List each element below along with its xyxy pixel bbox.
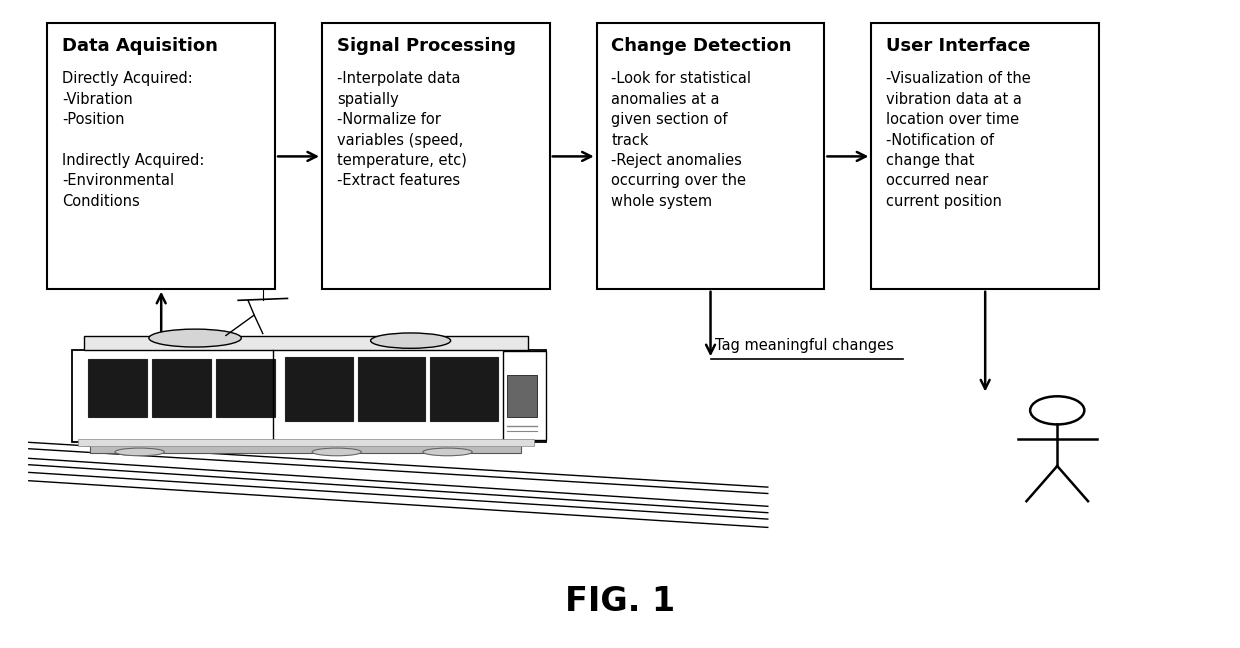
Text: User Interface: User Interface	[887, 38, 1030, 56]
Ellipse shape	[423, 448, 472, 456]
FancyBboxPatch shape	[72, 349, 546, 443]
FancyBboxPatch shape	[596, 23, 825, 289]
Circle shape	[1030, 397, 1084, 424]
Ellipse shape	[115, 448, 164, 456]
FancyBboxPatch shape	[322, 23, 549, 289]
FancyBboxPatch shape	[503, 351, 546, 441]
Ellipse shape	[312, 448, 361, 456]
Text: FIG. 1: FIG. 1	[565, 585, 675, 618]
FancyBboxPatch shape	[88, 359, 148, 417]
Ellipse shape	[371, 333, 450, 349]
Text: -Look for statistical
anomalies at a
given section of
track
-Reject anomalies
oc: -Look for statistical anomalies at a giv…	[611, 71, 751, 209]
FancyBboxPatch shape	[216, 359, 275, 417]
FancyBboxPatch shape	[84, 336, 528, 349]
FancyBboxPatch shape	[285, 357, 352, 421]
FancyBboxPatch shape	[78, 439, 533, 446]
Text: Signal Processing: Signal Processing	[337, 38, 516, 56]
FancyBboxPatch shape	[872, 23, 1099, 289]
Text: Data Aquisition: Data Aquisition	[62, 38, 218, 56]
Ellipse shape	[149, 329, 242, 347]
FancyBboxPatch shape	[507, 375, 537, 417]
Text: Tag meaningful changes: Tag meaningful changes	[715, 338, 894, 353]
FancyBboxPatch shape	[153, 359, 211, 417]
Text: -Visualization of the
vibration data at a
location over time
-Notification of
ch: -Visualization of the vibration data at …	[887, 71, 1030, 209]
FancyBboxPatch shape	[430, 357, 498, 421]
FancyBboxPatch shape	[47, 23, 275, 289]
FancyBboxPatch shape	[91, 441, 522, 453]
Text: Change Detection: Change Detection	[611, 38, 792, 56]
Text: -Interpolate data
spatially
-Normalize for
variables (speed,
temperature, etc)
-: -Interpolate data spatially -Normalize f…	[337, 71, 466, 189]
FancyBboxPatch shape	[357, 357, 425, 421]
Text: Directly Acquired:
-Vibration
-Position

Indirectly Acquired:
-Environmental
Con: Directly Acquired: -Vibration -Position …	[62, 71, 205, 209]
